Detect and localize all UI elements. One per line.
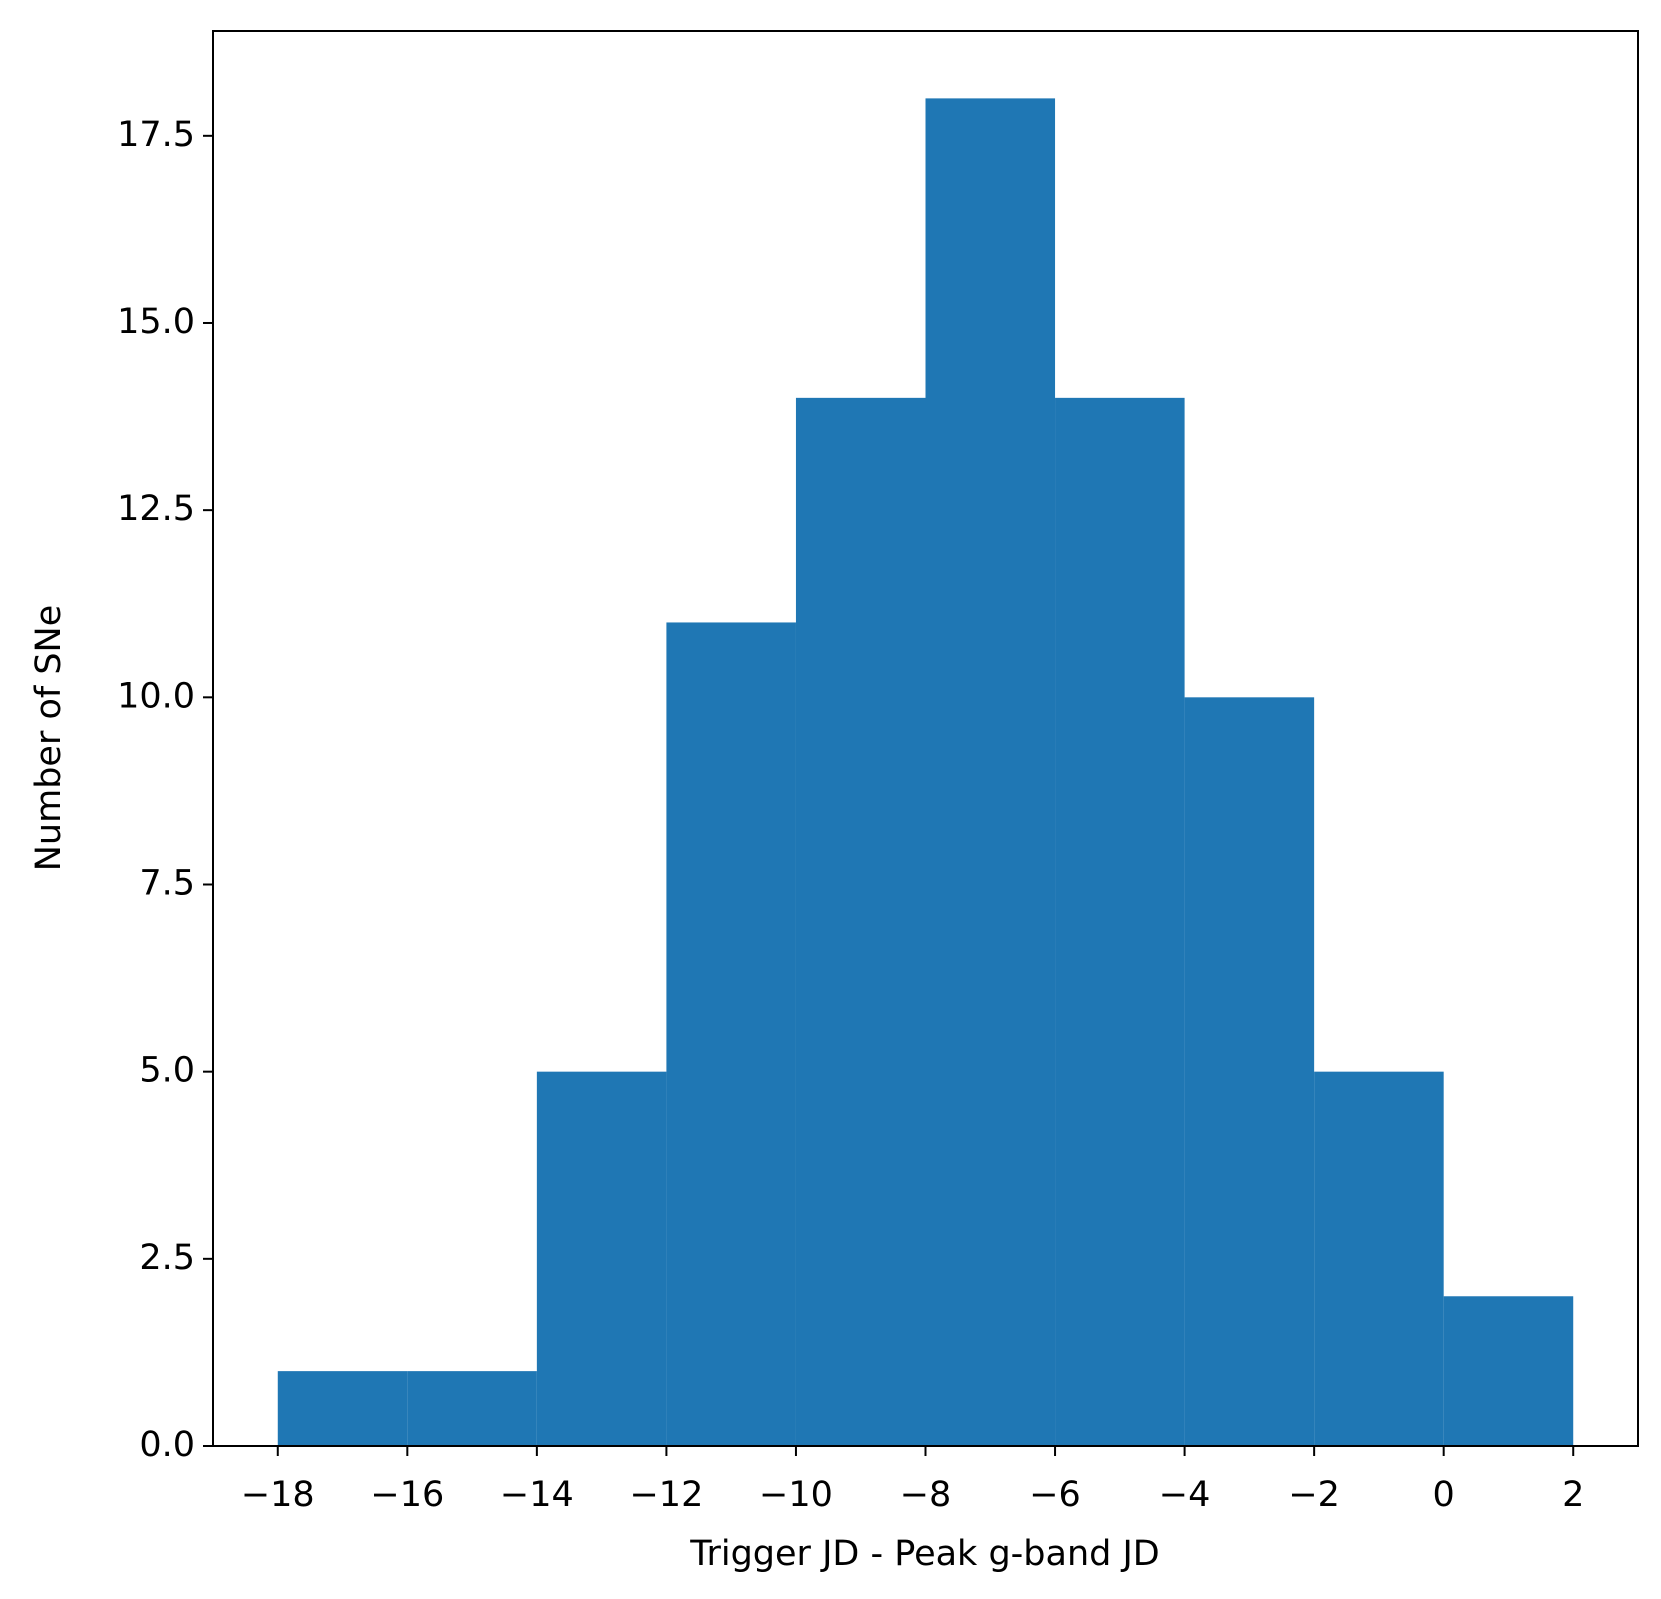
y-tick-label: 15.0 [117,302,195,342]
x-tick-label: −4 [1159,1475,1211,1515]
x-tick-label: −8 [900,1475,952,1515]
x-tick-label: −14 [500,1475,574,1515]
bar [666,622,796,1446]
x-tick-label: −10 [759,1475,833,1515]
x-tick-label: 0 [1433,1475,1455,1515]
y-tick-label: 12.5 [117,489,195,529]
x-tick-label: −16 [370,1475,444,1515]
y-tick-label: 2.5 [139,1238,195,1278]
x-tick-label: −18 [241,1475,315,1515]
bar [1184,697,1315,1446]
x-tick-label: −2 [1288,1475,1340,1515]
bar [407,1371,537,1446]
y-tick-label: 7.5 [139,863,195,903]
bar [1055,397,1185,1447]
y-tick-label: 10.0 [117,676,195,716]
y-axis-label: Number of SNe [29,605,69,872]
x-tick-label: −12 [629,1475,703,1515]
x-tick-label: −6 [1029,1475,1081,1515]
bar [925,98,1056,1446]
bar [1314,1071,1444,1446]
bar [1443,1296,1574,1446]
y-tick-label: 5.0 [139,1051,195,1091]
y-tick-label: 0.0 [139,1425,195,1465]
bar [277,1371,408,1446]
x-tick-label: 2 [1562,1475,1584,1515]
y-tick-label: 17.5 [117,115,195,155]
x-axis-label: Trigger JD - Peak g-band JD [689,1534,1160,1574]
bar [795,397,926,1447]
bar [536,1071,667,1446]
